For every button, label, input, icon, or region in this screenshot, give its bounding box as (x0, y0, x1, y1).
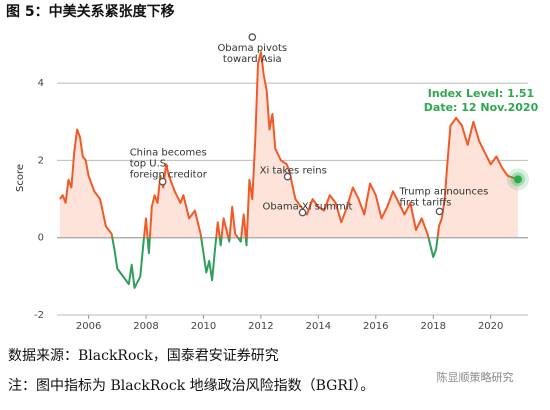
footnote: 注：图中指标为 BlackRock 地缘政治风险指数（BGRI）。 (8, 378, 374, 394)
watermark: 陈显顺策略研究 (437, 370, 514, 384)
annotation-marker (435, 207, 444, 216)
y-tick-label: 4 (38, 78, 44, 89)
chart-title: 图 5：中美关系紧张度下移 (6, 3, 175, 20)
annotation-marker (283, 172, 292, 181)
y-tick-label: 2 (38, 155, 44, 166)
annotation-text: Obama pivots (217, 43, 287, 54)
annotation-text: first tariffs (400, 197, 452, 208)
annotation-marker (298, 208, 307, 217)
annotation-text: foreign creditor (130, 170, 208, 181)
end-point (513, 175, 522, 184)
x-tick-label: 2012 (248, 321, 273, 332)
y-tick-label: -2 (34, 310, 44, 321)
annotation-text: toward Asia (223, 54, 282, 65)
annotation-marker (248, 33, 257, 41)
area (59, 52, 518, 288)
end-label: Date: 12 Nov.2020 (424, 101, 539, 114)
end-label: Index Level: 1.51 (428, 87, 534, 100)
annotation-text: Obama-Xi summit (263, 202, 353, 213)
annotation-text: Trump announces (399, 186, 489, 197)
x-tick-label: 2010 (191, 321, 216, 332)
x-tick-label: 2020 (478, 321, 503, 332)
annotation-marker (158, 177, 167, 186)
annotation-text: Xi takes reins (260, 166, 327, 177)
annotation-text: China becomes (130, 148, 207, 159)
source-note: 数据来源：BlackRock，国泰君安证券研究 (8, 348, 279, 364)
y-axis-label: Score (15, 164, 26, 192)
x-tick-label: 2014 (306, 321, 331, 332)
x-tick-label: 2016 (363, 321, 388, 332)
annotation-text: top U.S. (130, 159, 170, 170)
y-tick-label: 0 (38, 233, 44, 244)
x-tick-label: 2018 (420, 321, 445, 332)
line (59, 51, 519, 289)
x-tick-label: 2008 (133, 321, 158, 332)
x-tick-label: 2006 (76, 321, 101, 332)
